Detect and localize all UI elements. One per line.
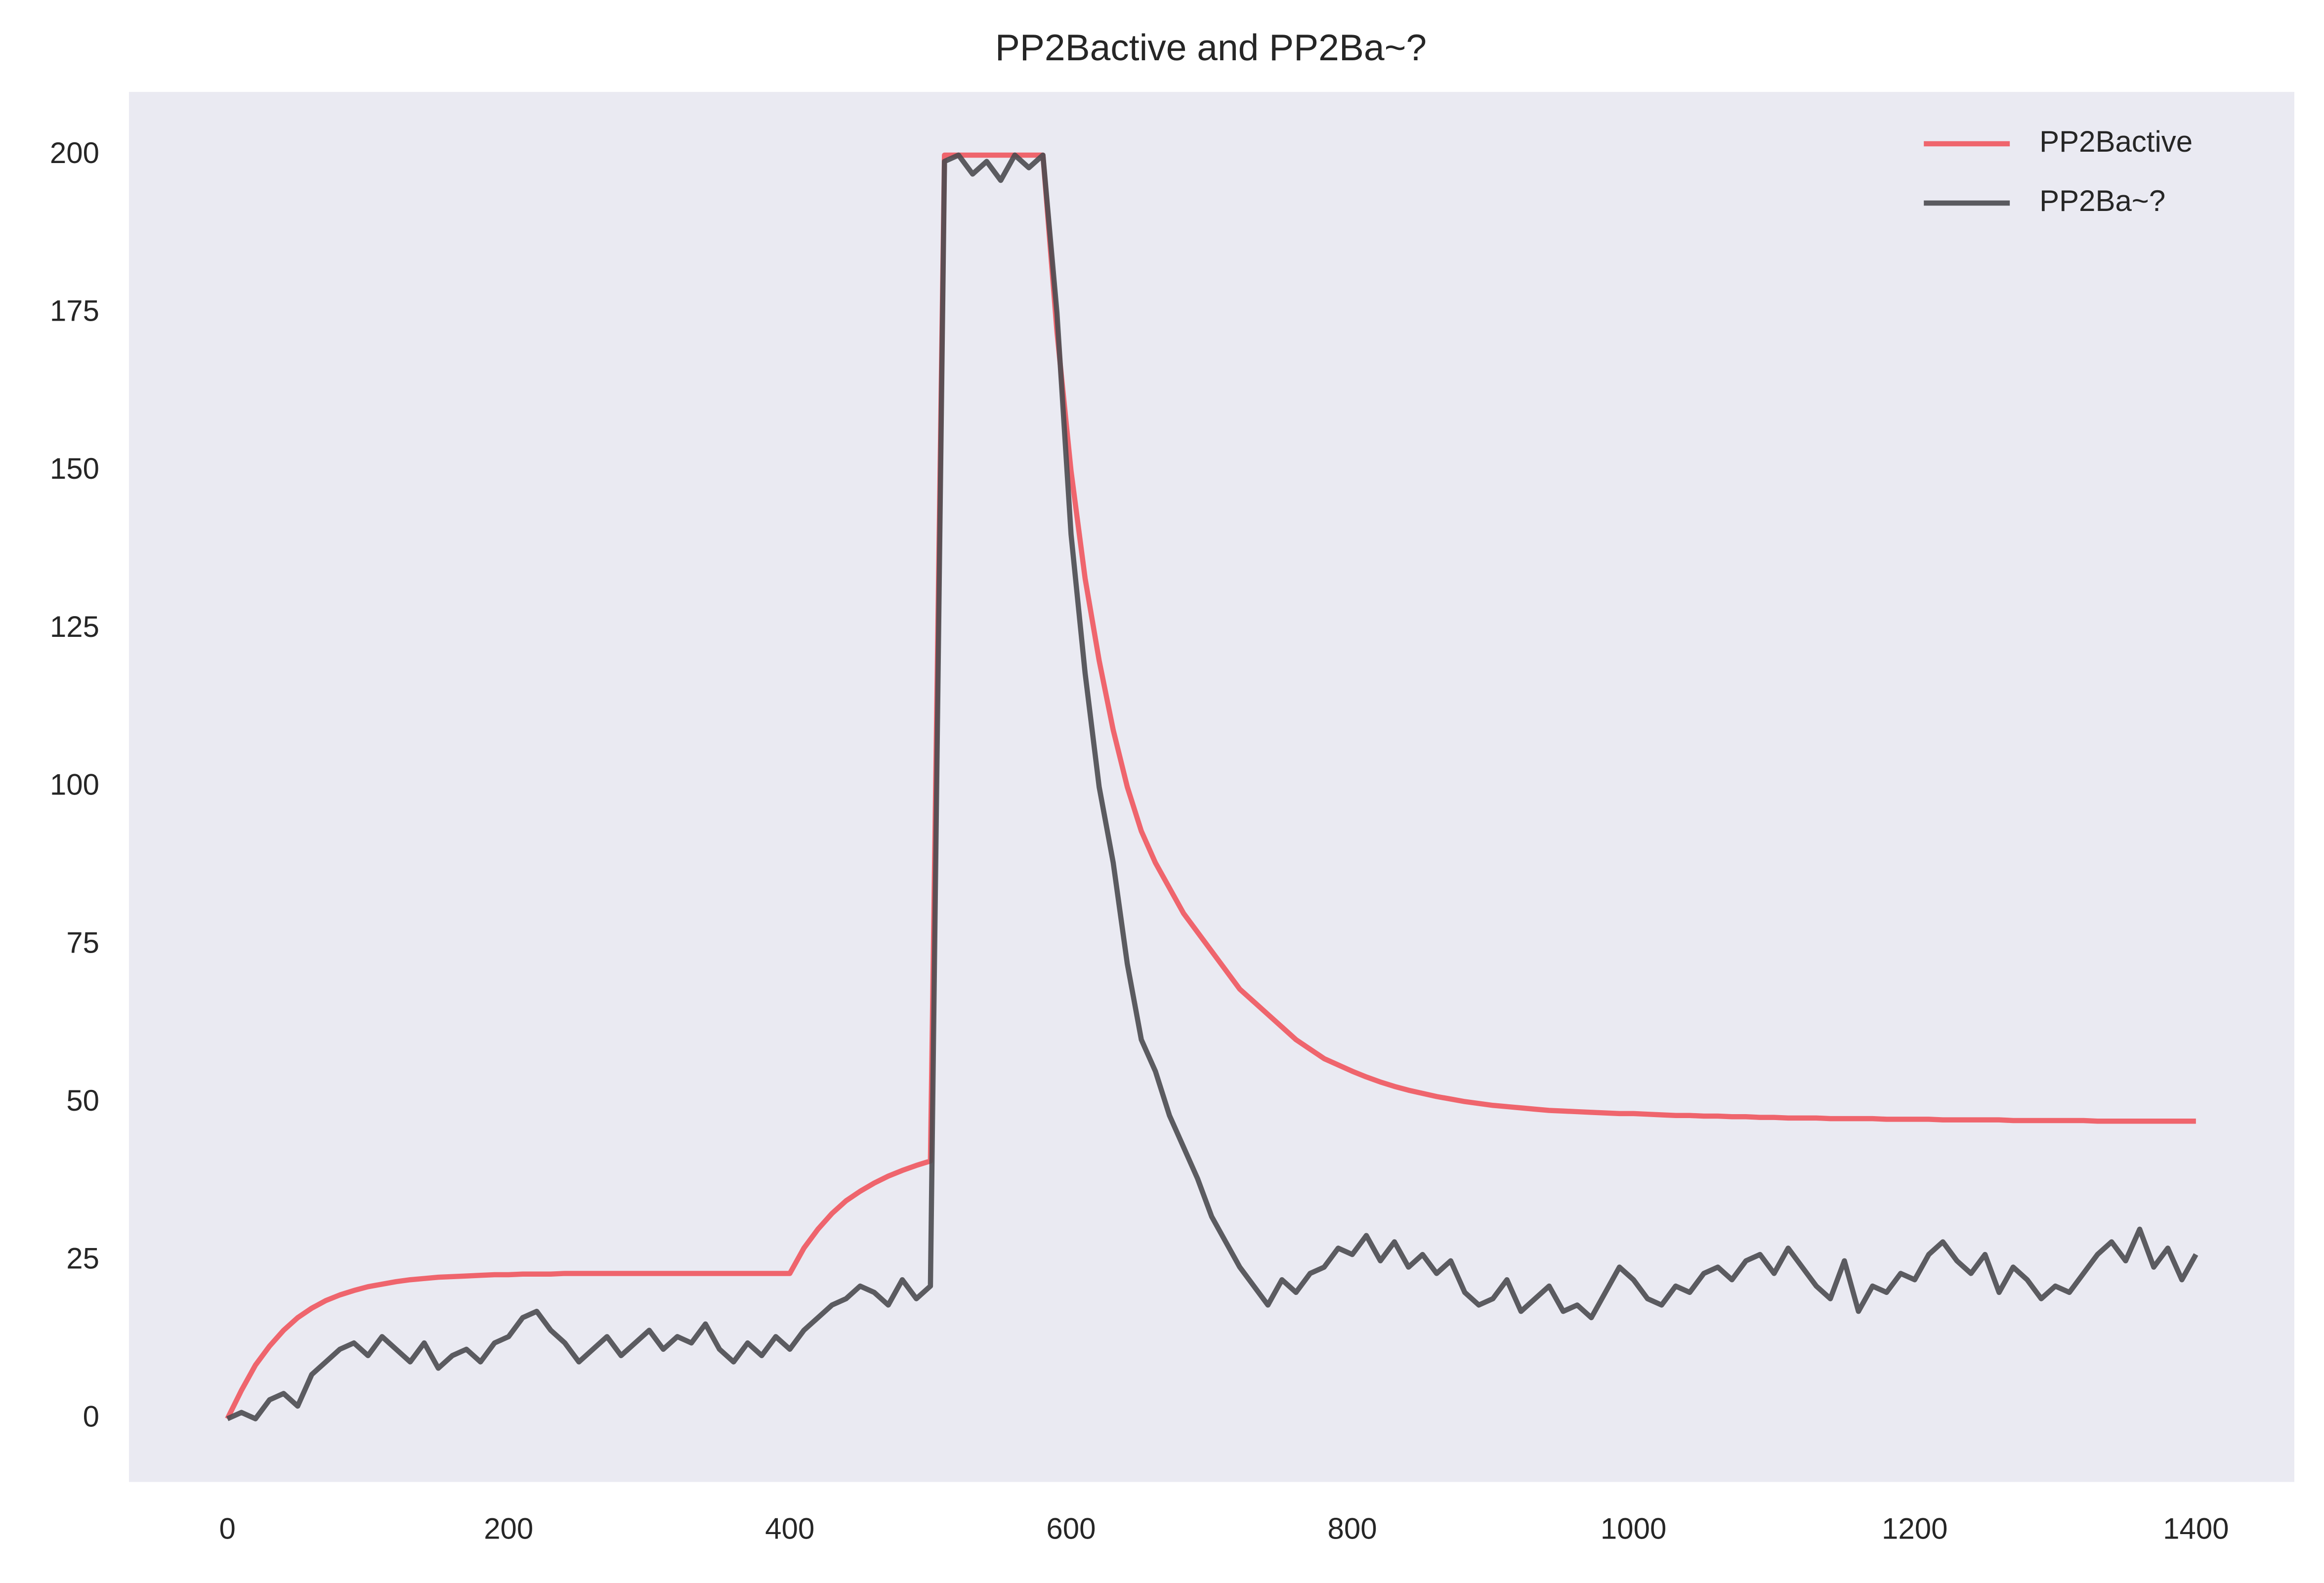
y-tick-label: 100 — [50, 768, 99, 801]
chart-title: PP2Bactive and PP2Ba~? — [995, 27, 1427, 68]
legend-label: PP2Bactive — [2039, 125, 2193, 158]
y-tick-label: 75 — [66, 926, 99, 959]
y-tick-label: 175 — [50, 294, 99, 327]
x-tick-label: 200 — [484, 1512, 533, 1545]
y-tick-label: 125 — [50, 610, 99, 643]
y-tick-label: 150 — [50, 452, 99, 485]
y-tick-label: 200 — [50, 136, 99, 169]
legend-label: PP2Ba~? — [2039, 184, 2165, 217]
x-tick-label: 1200 — [1882, 1512, 1947, 1545]
x-tick-label: 400 — [765, 1512, 814, 1545]
y-tick-label: 25 — [66, 1242, 99, 1275]
line-series — [226, 152, 2198, 1421]
x-tick-label: 1400 — [2163, 1512, 2229, 1545]
y-tick-label: 50 — [66, 1084, 99, 1117]
x-tick-label: 800 — [1327, 1512, 1377, 1545]
line-series — [225, 152, 2196, 1420]
x-tick-label: 600 — [1046, 1512, 1096, 1545]
y-tick-label: 0 — [83, 1400, 99, 1433]
x-tick-label: 1000 — [1601, 1512, 1666, 1545]
x-tick-label: 0 — [219, 1512, 235, 1545]
